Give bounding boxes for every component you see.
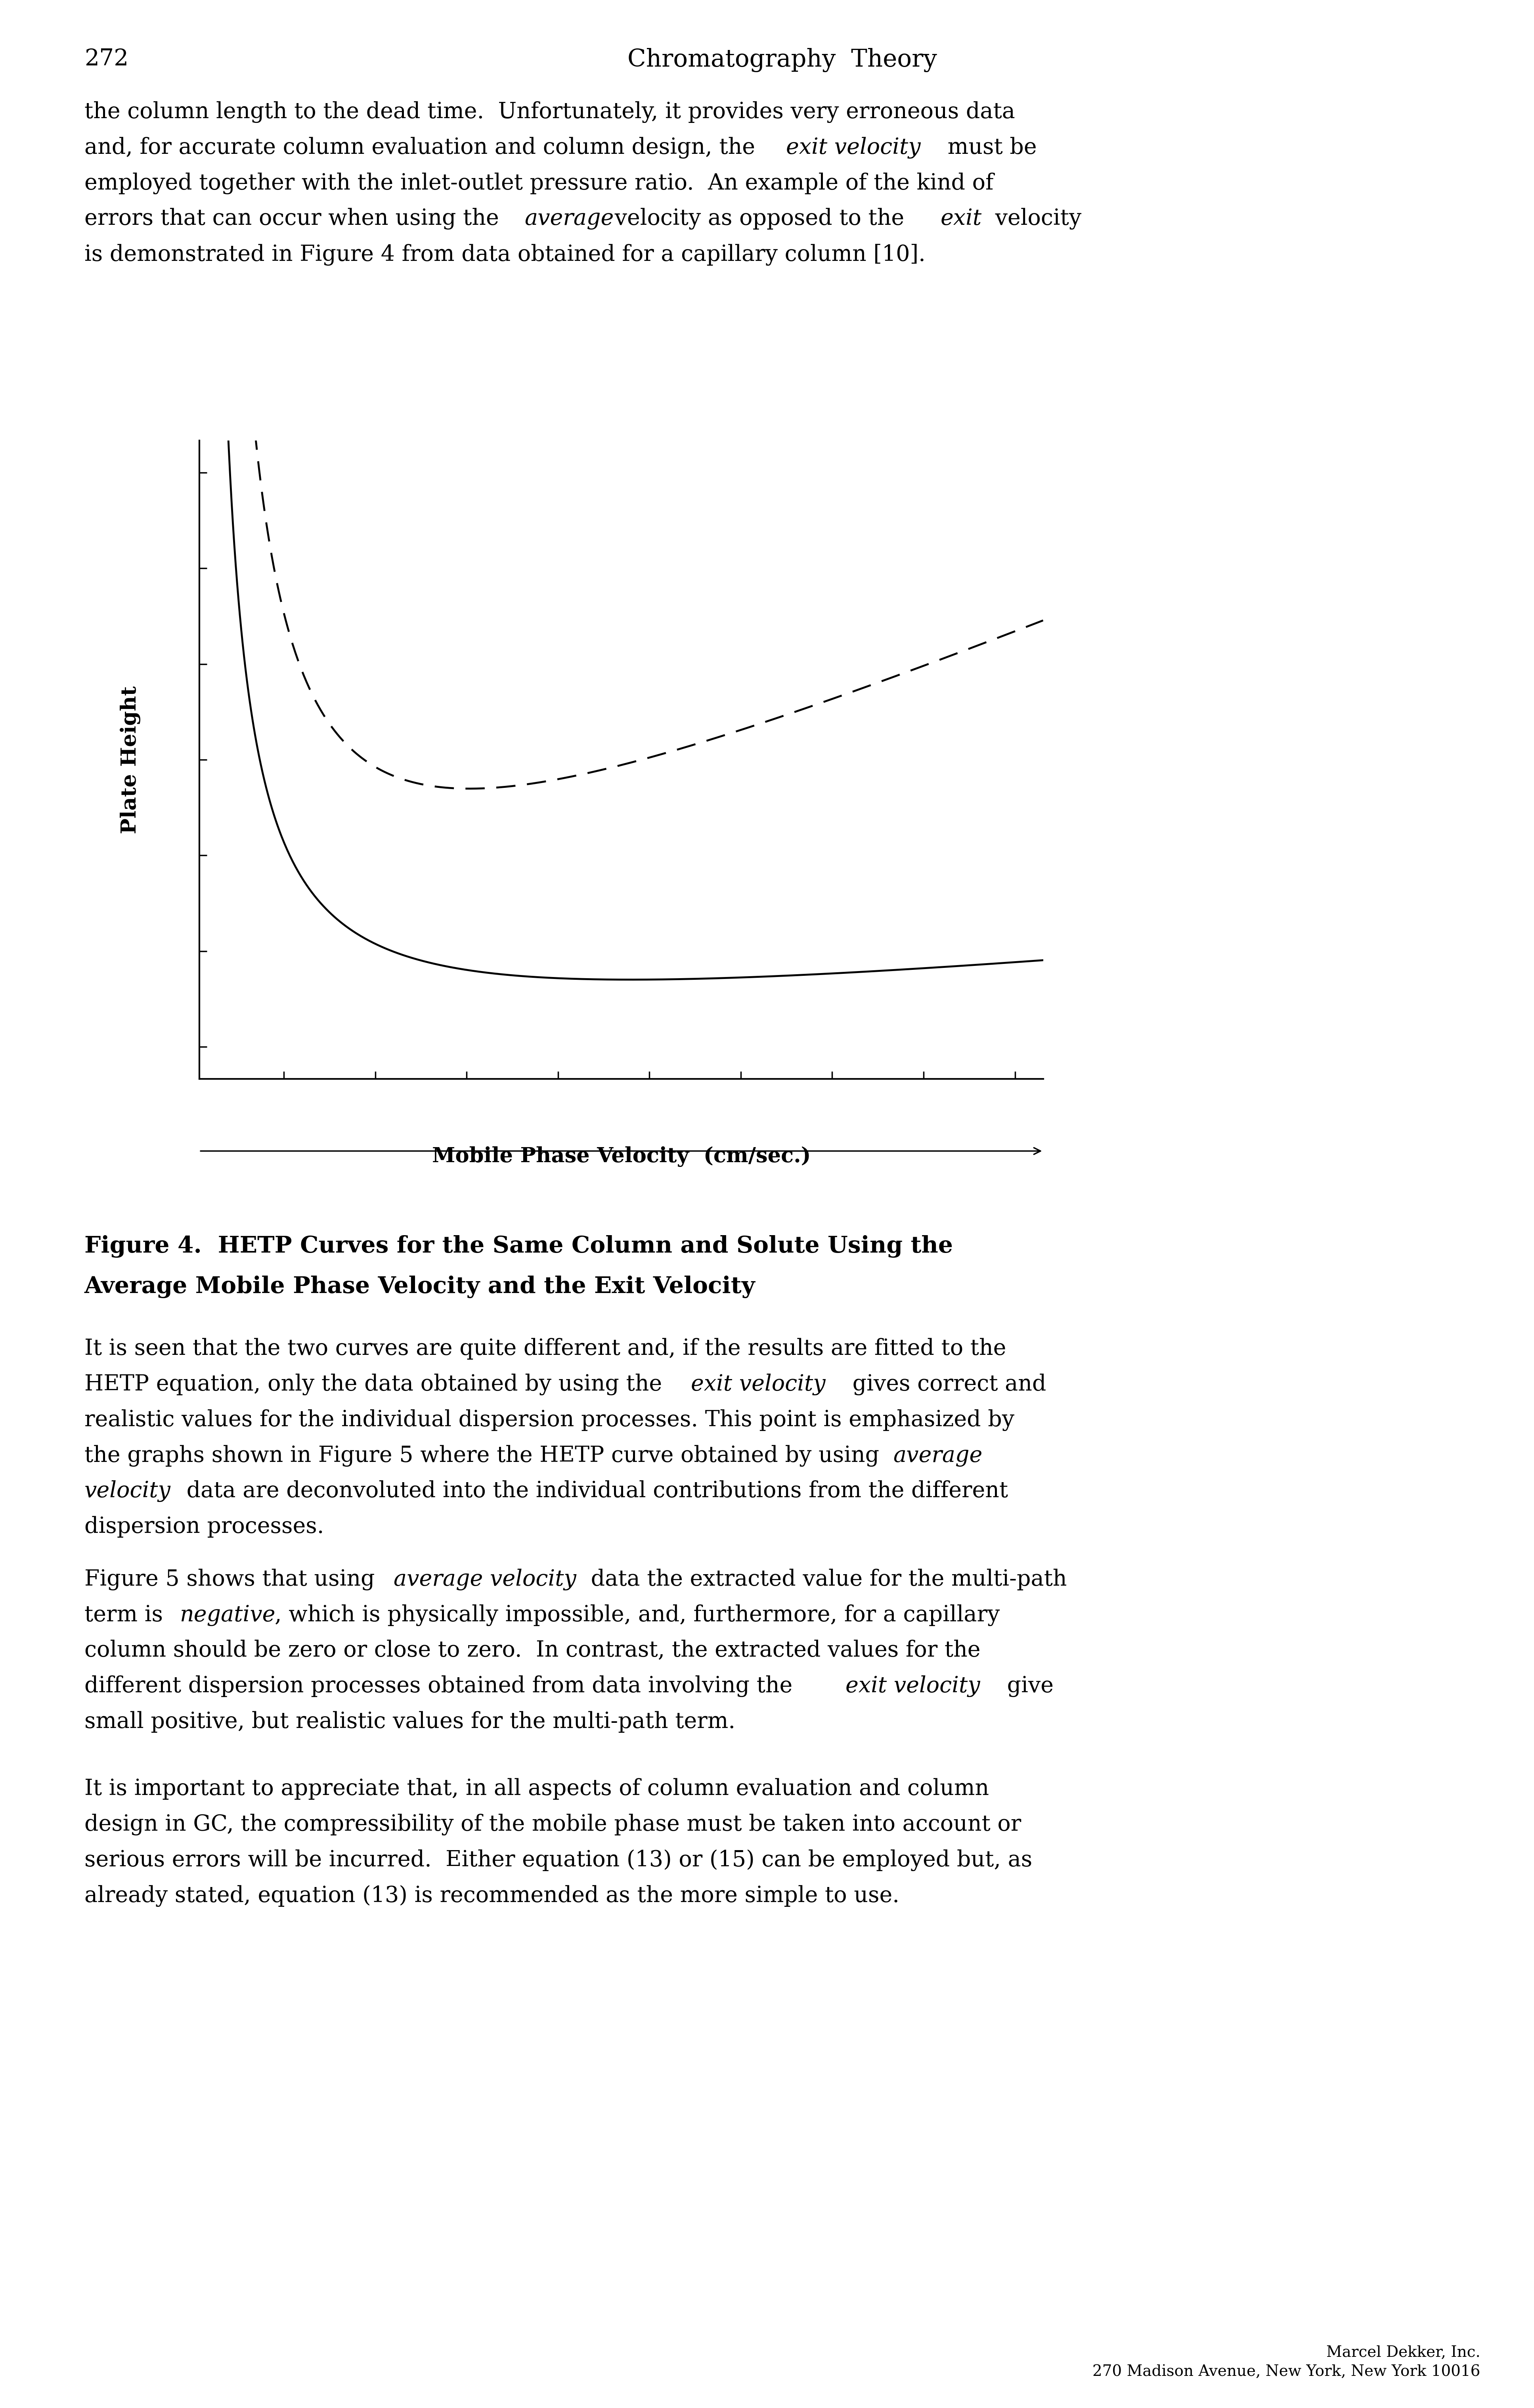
Text: negative: negative xyxy=(179,1604,275,1625)
Text: 272: 272 xyxy=(84,48,129,70)
Text: HETP Curve Employing
the Exit Velocity: HETP Curve Employing the Exit Velocity xyxy=(689,773,950,816)
Text: average velocity: average velocity xyxy=(394,1568,577,1589)
Text: Plate Height: Plate Height xyxy=(120,686,141,833)
Text: small positive, but realistic values for the multi-path term.: small positive, but realistic values for… xyxy=(84,1712,735,1734)
Text: Figure 4.  HETP Curves for the Same Column and Solute Using the: Figure 4. HETP Curves for the Same Colum… xyxy=(84,1235,953,1257)
Text: dispersion processes.: dispersion processes. xyxy=(84,1517,324,1539)
Text: and, for accurate column evaluation and column design, the: and, for accurate column evaluation and … xyxy=(84,137,762,159)
Text: HETP Curve Employing
the Average Velocity: HETP Curve Employing the Average Velocit… xyxy=(604,491,865,535)
Text: velocity as opposed to the: velocity as opposed to the xyxy=(607,207,911,229)
Text: term is: term is xyxy=(84,1604,170,1625)
Text: HETP equation, only the data obtained by using the: HETP equation, only the data obtained by… xyxy=(84,1373,669,1394)
Text: the graphs shown in Figure 5 where the HETP curve obtained by using: the graphs shown in Figure 5 where the H… xyxy=(84,1445,887,1466)
Text: average: average xyxy=(525,207,614,229)
Text: serious errors will be incurred.  Either equation (13) or (15) can be employed b: serious errors will be incurred. Either … xyxy=(84,1849,1032,1871)
Text: exit velocity: exit velocity xyxy=(845,1676,980,1698)
Text: the column length to the dead time.  Unfortunately, it provides very erroneous d: the column length to the dead time. Unfo… xyxy=(84,101,1016,123)
Text: errors that can occur when using the: errors that can occur when using the xyxy=(84,207,506,229)
Text: 270 Madison Avenue, New York, New York 10016: 270 Madison Avenue, New York, New York 1… xyxy=(1092,2365,1480,2379)
Text: different dispersion processes obtained from data involving the: different dispersion processes obtained … xyxy=(84,1676,799,1698)
Text: realistic values for the individual dispersion processes. This point is emphasiz: realistic values for the individual disp… xyxy=(84,1409,1014,1430)
Text: average: average xyxy=(893,1445,982,1466)
Text: Marcel Dekker, Inc.: Marcel Dekker, Inc. xyxy=(1327,2345,1480,2360)
Text: Chromatography  Theory: Chromatography Theory xyxy=(627,48,937,72)
Text: , which is physically impossible, and, furthermore, for a capillary: , which is physically impossible, and, f… xyxy=(275,1604,1000,1625)
Text: design in GC, the compressibility of the mobile phase must be taken into account: design in GC, the compressibility of the… xyxy=(84,1813,1022,1835)
Text: velocity: velocity xyxy=(84,1481,170,1503)
Text: data the extracted value for the multi-path: data the extracted value for the multi-p… xyxy=(584,1568,1066,1589)
Text: column should be zero or close to zero.  In contrast, the extracted values for t: column should be zero or close to zero. … xyxy=(84,1640,980,1662)
Text: already stated, equation (13) is recommended as the more simple to use.: already stated, equation (13) is recomme… xyxy=(84,1885,899,1907)
Text: exit velocity: exit velocity xyxy=(690,1373,825,1394)
Text: It is seen that the two curves are quite different and, if the results are fitte: It is seen that the two curves are quite… xyxy=(84,1339,1006,1361)
Text: data are deconvoluted into the individual contributions from the different: data are deconvoluted into the individua… xyxy=(179,1481,1008,1503)
Text: gives correct and: gives correct and xyxy=(845,1373,1046,1394)
Text: must be: must be xyxy=(940,137,1037,159)
Text: Figure 5 shows that using: Figure 5 shows that using xyxy=(84,1568,382,1589)
Text: It is important to appreciate that, in all aspects of column evaluation and colu: It is important to appreciate that, in a… xyxy=(84,1777,989,1799)
Text: velocity: velocity xyxy=(988,207,1081,229)
Text: exit: exit xyxy=(940,207,982,229)
Text: Mobile Phase Velocity  (cm/sec.): Mobile Phase Velocity (cm/sec.) xyxy=(433,1146,810,1168)
Text: give: give xyxy=(1000,1676,1054,1698)
Text: exit velocity: exit velocity xyxy=(785,137,920,159)
Text: employed together with the inlet-outlet pressure ratio.  An example of the kind : employed together with the inlet-outlet … xyxy=(84,173,994,195)
Text: is demonstrated in Figure 4 from data obtained for a capillary column [10].: is demonstrated in Figure 4 from data ob… xyxy=(84,243,925,265)
Text: Average Mobile Phase Velocity and the Exit Velocity: Average Mobile Phase Velocity and the Ex… xyxy=(84,1276,755,1298)
